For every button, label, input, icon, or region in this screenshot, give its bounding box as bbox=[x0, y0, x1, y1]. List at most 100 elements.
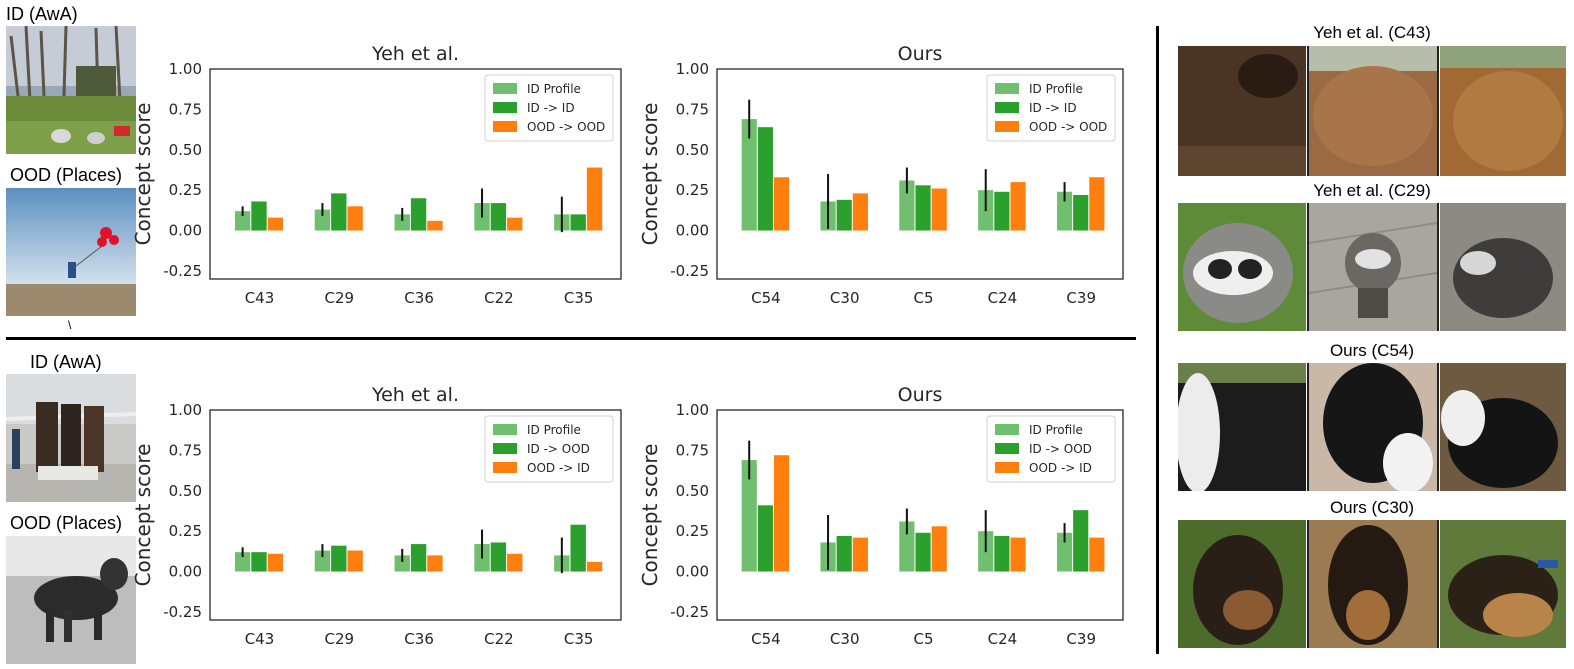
gallery-images-c29 bbox=[1178, 203, 1566, 331]
x-tick-label: C39 bbox=[1066, 289, 1096, 307]
bar bbox=[1089, 537, 1105, 572]
bar bbox=[899, 180, 915, 231]
legend-label: ID -> ID bbox=[527, 101, 575, 115]
bar bbox=[741, 119, 757, 231]
chart-title: Yeh et al. bbox=[371, 43, 459, 65]
legend-swatch bbox=[995, 102, 1019, 113]
legend-swatch bbox=[995, 424, 1019, 435]
bar bbox=[1010, 537, 1026, 572]
x-tick-label: C39 bbox=[1066, 630, 1096, 648]
chart-title: Ours bbox=[898, 43, 943, 65]
x-tick-label: C5 bbox=[914, 289, 934, 307]
y-tick-label: -0.25 bbox=[670, 262, 709, 280]
y-axis-label: Concept score bbox=[638, 444, 662, 587]
bar bbox=[251, 201, 267, 231]
legend-label: OOD -> ID bbox=[527, 461, 590, 475]
y-tick-label: 0.00 bbox=[169, 222, 202, 240]
legend-swatch bbox=[493, 424, 517, 435]
legend-label: ID -> OOD bbox=[527, 442, 590, 456]
legend-label: ID -> OOD bbox=[1029, 442, 1092, 456]
y-tick-label: 0.75 bbox=[676, 100, 709, 118]
y-tick-label: -0.25 bbox=[163, 603, 202, 621]
bar bbox=[570, 524, 586, 572]
bar bbox=[586, 561, 603, 572]
bar bbox=[427, 555, 443, 572]
y-tick-label: 0.25 bbox=[169, 522, 202, 540]
legend-label: OOD -> OOD bbox=[527, 120, 605, 134]
bar bbox=[267, 553, 284, 572]
bar bbox=[586, 167, 603, 231]
id-sample-label-top: ID (AwA) bbox=[6, 4, 78, 24]
bar bbox=[314, 550, 331, 572]
y-tick-label: 1.00 bbox=[169, 60, 202, 78]
bar bbox=[1089, 177, 1105, 231]
id-sample-image-top bbox=[6, 26, 136, 154]
x-tick-label: C36 bbox=[404, 630, 434, 648]
chart-title: Yeh et al. bbox=[371, 384, 459, 406]
x-tick-label: C36 bbox=[404, 289, 434, 307]
ood-sample-image-top bbox=[6, 188, 136, 316]
bar bbox=[251, 552, 267, 572]
y-tick-label: 1.00 bbox=[676, 401, 709, 419]
bar bbox=[427, 220, 443, 231]
legend-swatch bbox=[995, 83, 1019, 94]
id-sample-image-bottom bbox=[6, 374, 136, 502]
x-tick-label: C30 bbox=[830, 289, 860, 307]
ood-sample-image-bottom bbox=[6, 536, 136, 664]
gallery-images-c30 bbox=[1178, 520, 1566, 648]
bar bbox=[234, 211, 251, 231]
gallery-title-c43: Yeh et al. (C43) bbox=[1313, 23, 1431, 42]
bar bbox=[773, 455, 790, 572]
legend-label: OOD -> ID bbox=[1029, 461, 1092, 475]
bar bbox=[394, 214, 410, 231]
ood-sample-label-bottom: OOD (Places) bbox=[10, 513, 123, 533]
chart-yeh-bottom: Yeh et al. Concept score -0.25 0.00 0.25 0.50… bbox=[131, 384, 622, 648]
bar bbox=[836, 536, 852, 572]
bar bbox=[1010, 182, 1026, 231]
x-tick-label: C43 bbox=[245, 289, 275, 307]
bar bbox=[757, 127, 773, 231]
bar bbox=[931, 526, 947, 572]
legend-swatch bbox=[493, 121, 517, 132]
x-tick-label: C54 bbox=[751, 630, 781, 648]
bar bbox=[314, 209, 331, 231]
x-tick-label: C29 bbox=[325, 289, 355, 307]
bar bbox=[931, 188, 947, 231]
legend-label: ID -> ID bbox=[1029, 101, 1077, 115]
legend-label: ID Profile bbox=[527, 82, 581, 96]
bar bbox=[507, 553, 523, 572]
gallery-title-c54: Ours (C54) bbox=[1329, 341, 1415, 360]
x-tick-label: C24 bbox=[988, 630, 1018, 648]
y-tick-label: 1.00 bbox=[169, 401, 202, 419]
bar bbox=[1056, 191, 1073, 231]
bar bbox=[1073, 510, 1089, 572]
bar bbox=[331, 545, 347, 572]
x-tick-label: C43 bbox=[245, 630, 275, 648]
legend-label: OOD -> OOD bbox=[1029, 120, 1107, 134]
axes-frame bbox=[716, 409, 1124, 621]
y-tick-label: 0.00 bbox=[169, 563, 202, 581]
bar bbox=[915, 185, 931, 231]
bar bbox=[410, 198, 427, 231]
y-tick-label: 0.50 bbox=[676, 141, 709, 159]
y-tick-label: -0.25 bbox=[670, 603, 709, 621]
legend-swatch bbox=[995, 462, 1019, 473]
legend-swatch bbox=[493, 83, 517, 94]
bar bbox=[267, 217, 284, 231]
gallery-divider bbox=[1156, 26, 1159, 654]
chart-title: Ours bbox=[898, 384, 943, 406]
bar bbox=[507, 217, 523, 231]
bar bbox=[773, 177, 790, 231]
gallery-images-c54 bbox=[1178, 363, 1566, 491]
bar bbox=[490, 542, 507, 572]
concept-score-charts: Yeh et al. Concept score -0.25 0.00 0.25 0.50… bbox=[131, 43, 1124, 648]
legend-label: ID Profile bbox=[1029, 82, 1083, 96]
axes-frame bbox=[209, 68, 622, 280]
id-sample-label-bottom: ID (AwA) bbox=[30, 352, 102, 372]
x-tick-label: C22 bbox=[484, 289, 514, 307]
legend-swatch bbox=[995, 443, 1019, 454]
bar bbox=[410, 544, 427, 572]
gallery-images-c43 bbox=[1178, 46, 1566, 176]
x-tick-label: C29 bbox=[325, 630, 355, 648]
y-tick-label: 0.50 bbox=[169, 141, 202, 159]
